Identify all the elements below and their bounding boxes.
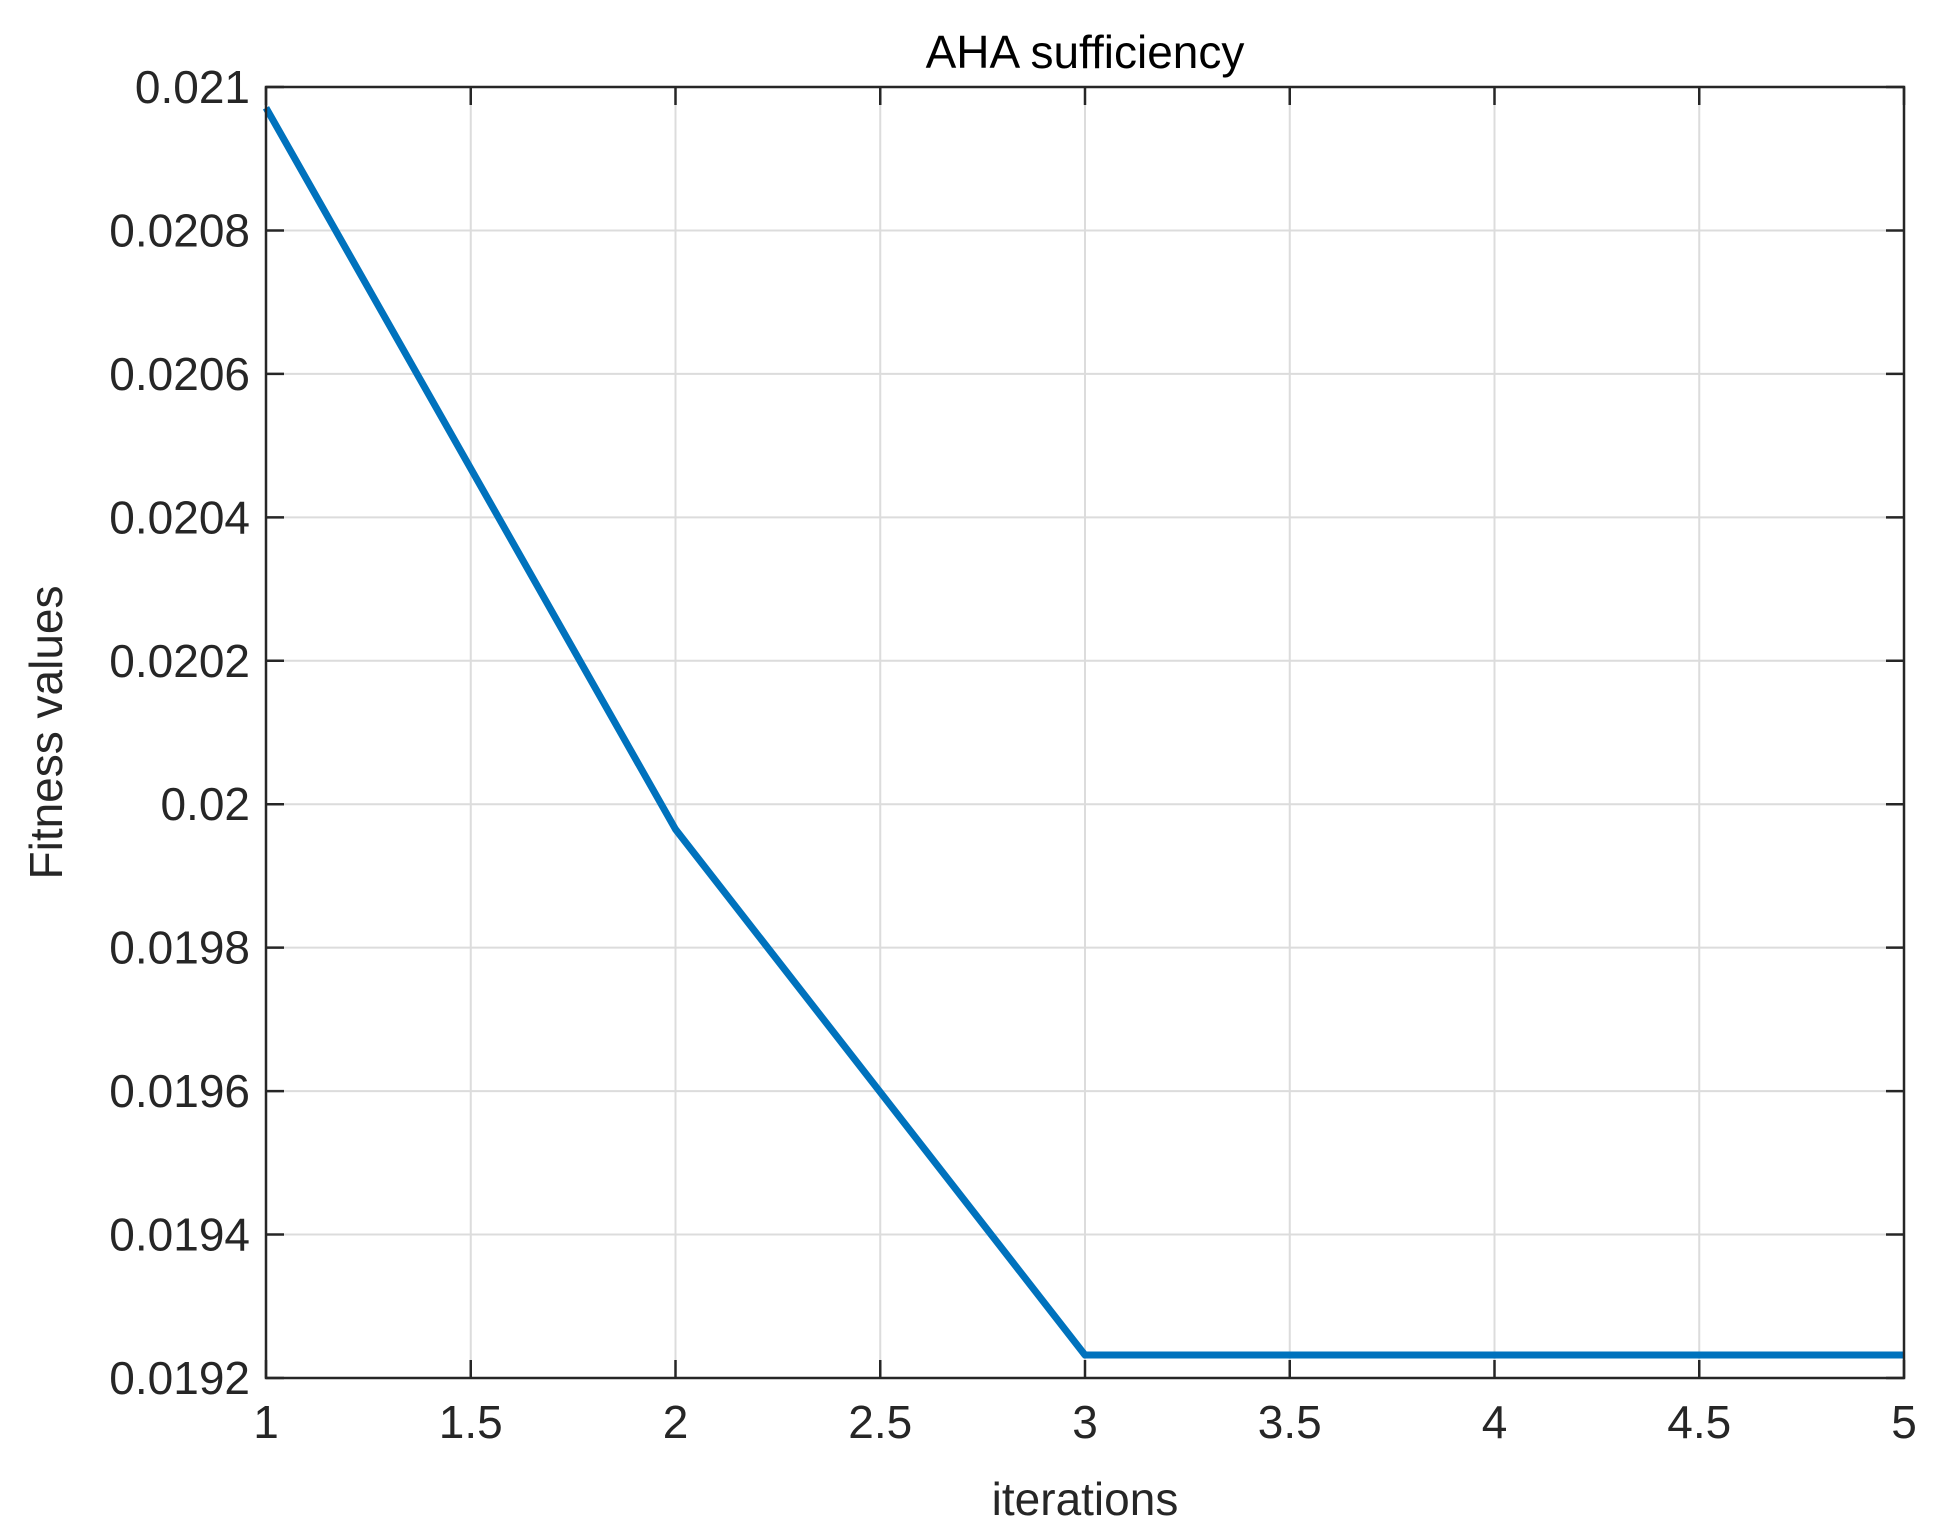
x-tick-label: 3.5 (1258, 1396, 1322, 1448)
x-tick-label: 3 (1072, 1396, 1098, 1448)
y-axis-title: Fitness values (20, 585, 72, 879)
y-tick-label: 0.0208 (109, 204, 250, 256)
y-tick-label: 0.0202 (109, 635, 250, 687)
x-tick-label: 2 (663, 1396, 689, 1448)
series-layer (262, 106, 1904, 1359)
axis-ticks (264, 85, 1906, 1380)
y-tick-label: 0.0198 (109, 922, 250, 974)
y-tick-label: 0.0194 (109, 1209, 250, 1261)
x-tick-label: 2.5 (848, 1396, 912, 1448)
y-tick-label: 0.0204 (109, 491, 250, 543)
y-tick-label: 0.02 (160, 778, 250, 830)
tick-labels: 1 1.5 2 2.5 3 3.5 4 4.5 5 0.0192 0.0194 0.0196 0.019… (109, 61, 1917, 1448)
x-tick-label: 5 (1891, 1396, 1917, 1448)
y-tick-label: 0.0206 (109, 348, 250, 400)
x-axis-title: iterations (992, 1473, 1179, 1525)
grid-lines (265, 86, 1905, 1379)
x-tick-label: 1.5 (439, 1396, 503, 1448)
x-tick-label: 1 (253, 1396, 279, 1448)
x-tick-label: 4 (1482, 1396, 1508, 1448)
y-tick-label: 0.0196 (109, 1065, 250, 1117)
chart-title: AHA sufficiency (926, 26, 1245, 78)
y-tick-label: 0.021 (135, 61, 250, 113)
y-tick-label: 0.0192 (109, 1352, 250, 1404)
series-line (262, 106, 1904, 1359)
x-tick-label: 4.5 (1667, 1396, 1731, 1448)
